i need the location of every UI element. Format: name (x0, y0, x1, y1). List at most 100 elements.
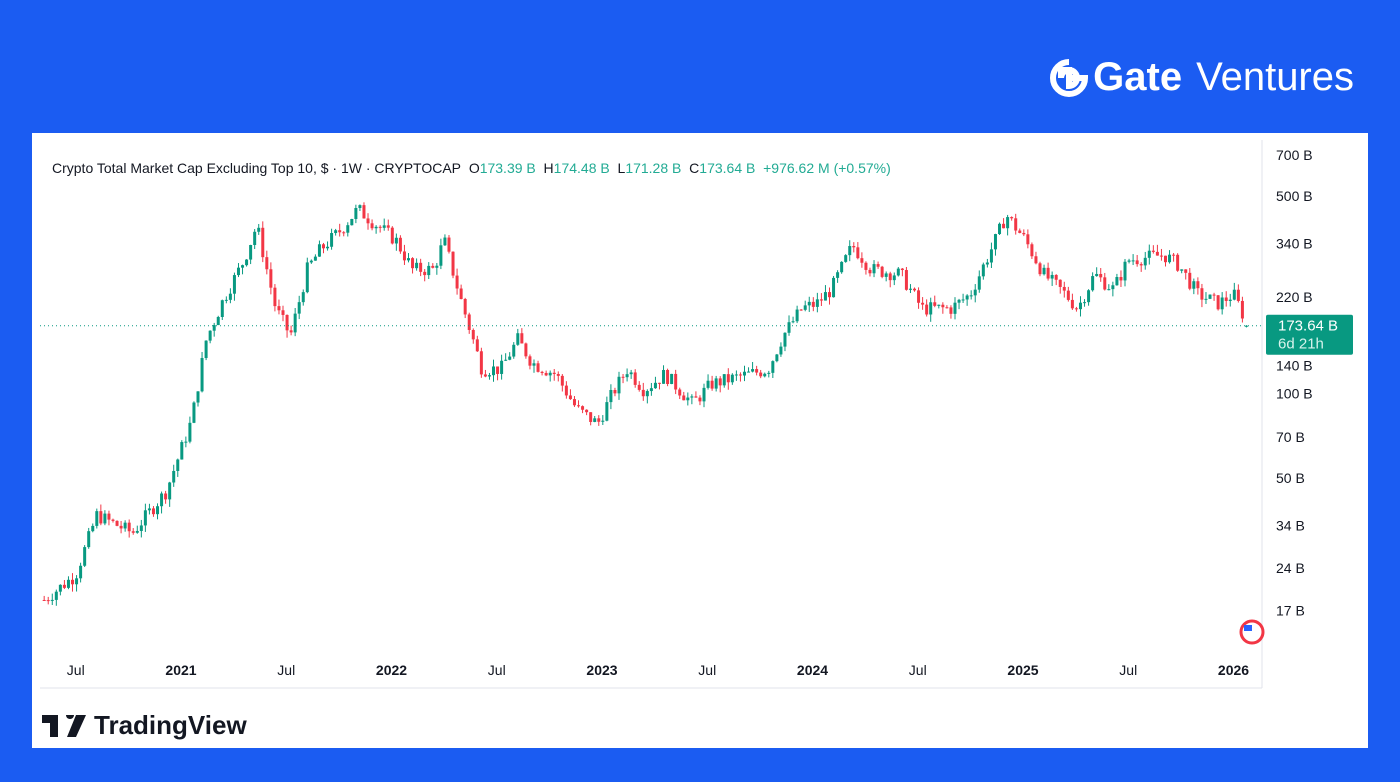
candle-body (702, 387, 706, 402)
candle-body (653, 382, 657, 389)
candle-body (1054, 274, 1058, 280)
candle-body (657, 382, 661, 384)
candle-body (868, 269, 872, 274)
candle-body (524, 343, 528, 357)
candle-body (568, 395, 572, 400)
candle-body (127, 522, 131, 532)
candle-body (888, 273, 892, 281)
candle-body (913, 288, 917, 291)
tradingview-icon (42, 714, 86, 737)
candle-body (1010, 217, 1014, 219)
legend-low-label: L (617, 160, 626, 176)
candle-body (156, 506, 160, 515)
us-flag-canton (1244, 625, 1252, 631)
candle-body (83, 547, 87, 566)
candle-body (309, 260, 313, 263)
candle-body (742, 371, 746, 376)
candle-body (87, 531, 91, 548)
y-tick-label: 17 B (1276, 602, 1305, 618)
candle-body (253, 231, 257, 246)
candle-body (1127, 260, 1131, 262)
candle-body (265, 257, 269, 270)
candle-body (617, 376, 621, 394)
candle-body (455, 275, 459, 289)
candle-body (1172, 254, 1176, 256)
candle-body (548, 372, 552, 376)
candle-body (605, 402, 609, 421)
x-tick-label: Jul (1119, 662, 1137, 678)
candle-body (475, 339, 479, 352)
candle-body (552, 372, 556, 374)
candle-body (1155, 251, 1159, 256)
candle-body (714, 378, 718, 389)
candle-body (941, 304, 945, 308)
candle-body (536, 363, 540, 372)
candle-body (1014, 218, 1018, 231)
candle-body (528, 356, 532, 366)
candle-body (917, 290, 921, 303)
y-tick-label: 140 B (1276, 358, 1313, 374)
candle-body (904, 270, 908, 290)
candle-body (1188, 272, 1192, 289)
candle-body (779, 346, 783, 355)
candle-body (876, 264, 880, 267)
candle-body (993, 234, 997, 250)
candle-body (645, 391, 649, 397)
candle-body (633, 372, 637, 385)
candle-body (738, 374, 742, 376)
y-tick-label: 50 B (1276, 470, 1305, 486)
candle-body (54, 591, 58, 600)
candle-body (354, 208, 358, 219)
candle-body (62, 584, 66, 588)
candle-body (710, 380, 714, 389)
brand-name-light: Ventures (1196, 55, 1354, 99)
candle-body (787, 322, 791, 333)
candle-body (755, 369, 759, 373)
candle-body (589, 412, 593, 422)
candle-body (1168, 254, 1172, 263)
candle-body (856, 247, 860, 259)
candle-body (734, 374, 738, 376)
candle-body (965, 295, 969, 300)
candle-body (151, 508, 155, 515)
legend-high-label: H (543, 160, 554, 176)
candle-body (998, 223, 1002, 235)
candle-body (795, 309, 799, 322)
candle-body (427, 265, 431, 276)
candle-body (168, 482, 172, 500)
candle-body (317, 244, 321, 257)
candle-body (1244, 325, 1248, 327)
candle-body (989, 249, 993, 263)
candle-body (860, 258, 864, 263)
candle-body (358, 205, 362, 209)
candle-body (285, 314, 289, 331)
candle-body (593, 418, 597, 422)
candle-body (321, 244, 325, 249)
candle-body (435, 265, 439, 268)
candle-body (164, 493, 168, 500)
candle-body (581, 406, 585, 410)
candle-body (431, 265, 435, 268)
candle-body (811, 301, 815, 307)
y-tick-label: 700 B (1276, 147, 1313, 163)
candle-body (50, 599, 54, 601)
candle-body (196, 391, 200, 403)
candle-body (686, 397, 690, 401)
y-tick-label: 340 B (1276, 235, 1313, 251)
candle-body (419, 262, 423, 272)
candle-body (929, 302, 933, 315)
candle-body (836, 272, 840, 278)
candle-body (508, 356, 512, 360)
candle-body (840, 261, 844, 273)
x-tick-label: 2022 (376, 662, 407, 678)
candle-body (953, 302, 957, 314)
candle-body (1224, 297, 1228, 301)
us-flag-icon (1239, 619, 1265, 645)
y-tick-label: 500 B (1276, 188, 1313, 204)
candle-body (564, 385, 568, 396)
candle-body (674, 373, 678, 390)
candle-body (730, 374, 734, 383)
candle-body (370, 223, 374, 229)
candle-body (544, 372, 548, 376)
